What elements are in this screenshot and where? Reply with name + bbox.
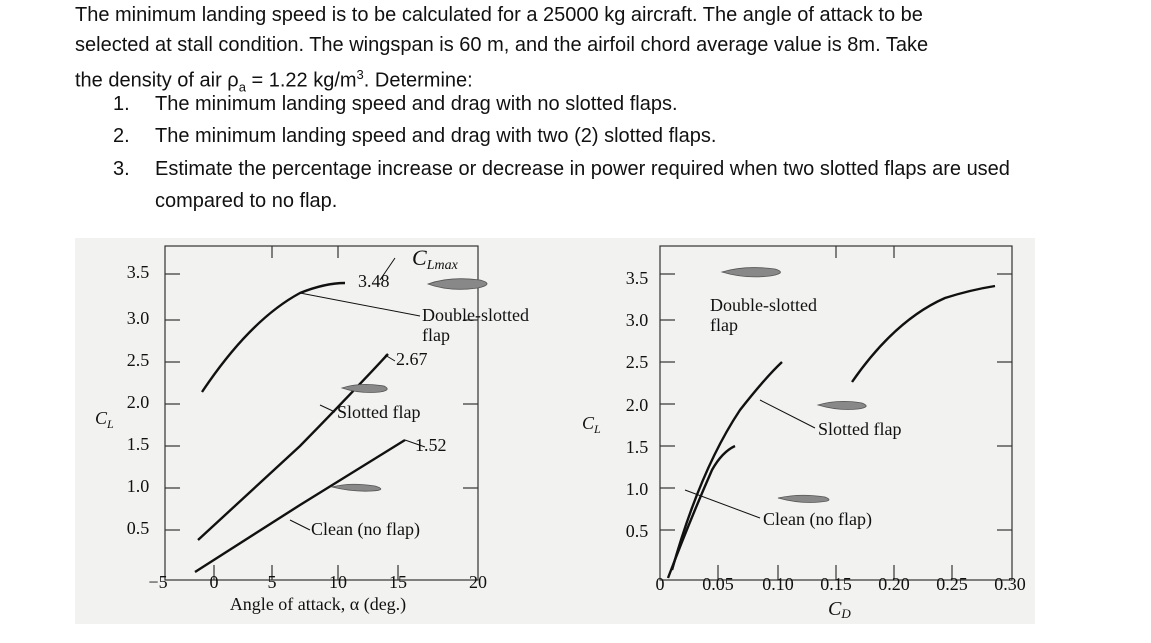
airfoil-icon [720,267,781,278]
list-number: 3. [113,158,130,180]
airfoil-icon [426,278,488,290]
y-tick-labels: 3.5 3.0 2.5 2.0 1.5 1.0 0.5 [127,262,150,538]
annotation: Double-slotted [422,305,529,325]
list-number: 2. [113,125,130,147]
leader-lines [289,257,426,531]
axis-label-main: C [828,598,842,620]
y-tick-labels: 3.5 3.0 2.5 2.0 1.5 1.0 0.5 [626,268,649,541]
x-tick-label: 0.05 [702,574,734,594]
slotted-curve [670,361,783,571]
y-tick-label: 0.5 [127,518,150,538]
scan-background [75,238,1035,624]
y-tick-label: 0.5 [626,521,649,541]
slotted-curve [197,353,389,541]
x-tick-label: 15 [389,572,407,592]
annotation: Double-slotted [710,295,817,315]
annotation: flap [710,315,738,335]
y-axis-label: CL [582,413,601,436]
x-axis-label: CD [828,598,851,621]
x-tick-label: 0.15 [820,574,852,594]
airfoil-icon [816,401,867,410]
y-tick-label: 2.5 [626,352,649,372]
x-axis-label: Angle of attack, α (deg.) [230,594,406,615]
y-tick-label: 1.0 [127,476,150,496]
text: = 1.22 kg/m [245,69,357,92]
y-tick-label: 3.0 [626,310,649,330]
annotation: 3.48 [358,271,390,291]
x-tick-labels: −5 0 5 10 15 20 [148,572,487,592]
clean-curve [194,438,406,574]
list-text: The minimum landing speed and drag with … [155,125,717,147]
annotation: 1.52 [415,435,447,455]
axis-label-sub: L [593,422,601,436]
x-tick-label: 0.30 [994,574,1026,594]
clmax-label: CLmax [412,245,459,273]
annotation: Slotted flap [818,419,902,439]
x-tick-label: 5 [268,572,277,592]
annotation: Slotted flap [337,402,421,422]
list-text: Estimate the percentage increase or decr… [155,158,1010,212]
double-slotted-curve [201,281,346,393]
paragraph-line: the density of air ρa = 1.22 kg/m3. Dete… [75,63,473,100]
x-tick-label: 0.10 [762,574,794,594]
y-tick-label: 2.0 [127,392,150,412]
annotation: flap [422,325,450,345]
y-tick-label: 1.0 [626,479,649,499]
airfoil-icon [340,384,388,393]
list-number: 1. [113,93,130,115]
y-tick-label: 2.0 [626,395,649,415]
y-tick-label: 2.5 [127,350,150,370]
airfoil-icon [777,494,830,503]
y-tick-label: 1.5 [626,437,649,457]
x-tick-label: 0 [210,572,219,592]
label-main: C [412,245,427,270]
paragraph-line: The minimum landing speed is to be calcu… [75,4,923,26]
x-tick-label: 0.25 [936,574,968,594]
axis-label-main: C [95,408,108,428]
annotation: Clean (no flap) [311,519,420,540]
annotation: Clean (no flap) [763,509,872,530]
axis-label-sub: L [106,417,114,431]
y-axis-label: CL [95,408,114,431]
airfoil-icon [330,483,382,492]
axis-label-main: C [582,413,595,433]
text: the density of air ρ [75,69,239,92]
x-tick-label: 0.20 [878,574,910,594]
x-tick-label: 10 [329,572,347,592]
ticks [660,246,1012,580]
leader-lines [684,399,816,519]
double-slotted-curve [851,284,996,383]
y-tick-label: 3.0 [127,308,150,328]
x-tick-label: 20 [469,572,487,592]
superscript: 3 [356,67,364,82]
list-text: The minimum landing speed and drag with … [155,93,678,115]
x-tick-labels: 0 0.05 0.10 0.15 0.20 0.25 0.30 [656,574,1026,594]
plot-frame [164,245,479,581]
subscript: a [238,79,246,95]
y-tick-label: 3.5 [626,268,649,288]
paragraph-line: selected at stall condition. The wingspa… [75,34,929,56]
y-tick-label: 3.5 [127,262,150,282]
x-tick-label: 0 [656,574,665,594]
label-sub: Lmax [426,258,459,273]
ticks [165,246,478,580]
annotation: 2.67 [396,349,428,369]
x-tick-label: −5 [148,572,167,592]
text: . Determine: [363,69,473,92]
axis-label-sub: D [840,606,851,621]
y-tick-label: 1.5 [127,434,150,454]
